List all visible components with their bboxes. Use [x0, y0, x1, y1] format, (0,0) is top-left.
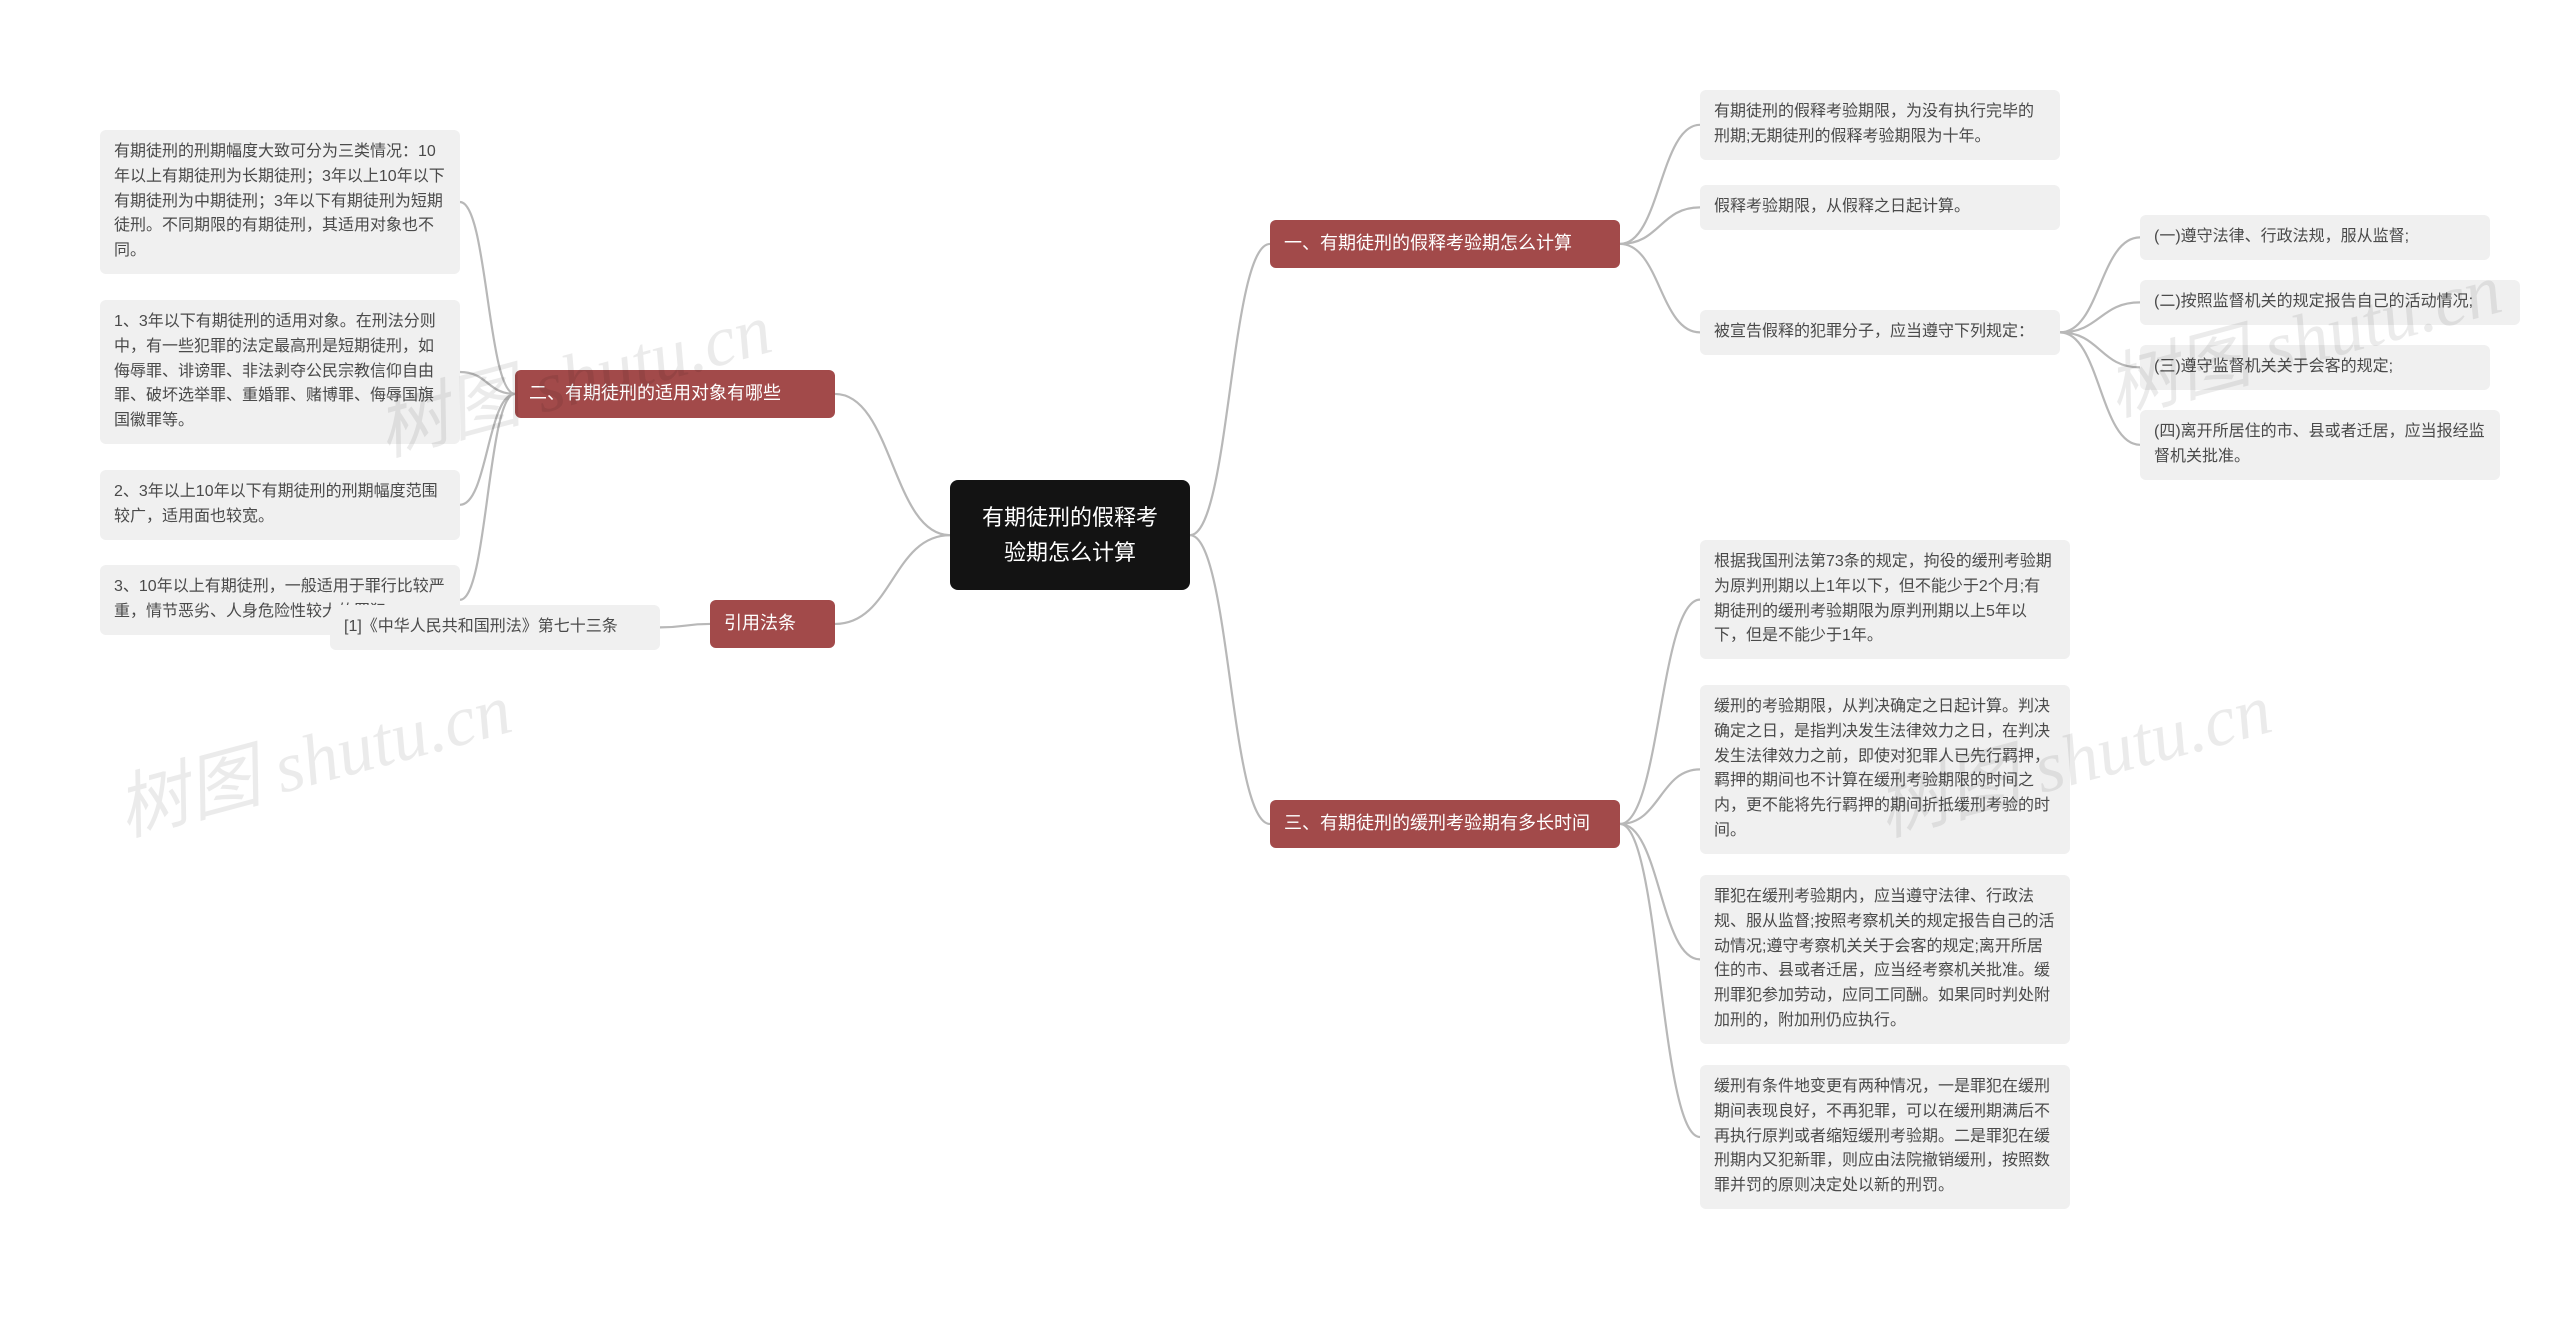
- branch-3: 三、有期徒刑的缓刑考验期有多长时间: [1270, 800, 1620, 848]
- leaf-2c: 2、3年以上10年以下有期徒刑的刑期幅度范围较广，适用面也较宽。: [100, 470, 460, 540]
- branch-2: 二、有期徒刑的适用对象有哪些: [515, 370, 835, 418]
- branch-4: 引用法条: [710, 600, 835, 648]
- leaf-1c4: (四)离开所居住的市、县或者迁居，应当报经监督机关批准。: [2140, 410, 2500, 480]
- leaf-4a: [1]《中华人民共和国刑法》第七十三条: [330, 605, 660, 650]
- leaf-1c2: (二)按照监督机关的规定报告自己的活动情况;: [2140, 280, 2520, 325]
- branch-1: 一、有期徒刑的假释考验期怎么计算: [1270, 220, 1620, 268]
- watermark: 树图 shutu.cn: [2093, 230, 2510, 436]
- watermark: 树图 shutu.cn: [103, 650, 520, 856]
- leaf-2b: 1、3年以下有期徒刑的适用对象。在刑法分则中，有一些犯罪的法定最高刑是短期徒刑，…: [100, 300, 460, 444]
- leaf-2a: 有期徒刑的刑期幅度大致可分为三类情况：10年以上有期徒刑为长期徒刑；3年以上10…: [100, 130, 460, 274]
- leaf-1c1: (一)遵守法律、行政法规，服从监督;: [2140, 215, 2490, 260]
- leaf-1c3: (三)遵守监督机关关于会客的规定;: [2140, 345, 2490, 390]
- leaf-3a: 根据我国刑法第73条的规定，拘役的缓刑考验期为原判刑期以上1年以下，但不能少于2…: [1700, 540, 2070, 659]
- leaf-3d: 缓刑有条件地变更有两种情况，一是罪犯在缓刑期间表现良好，不再犯罪，可以在缓刑期满…: [1700, 1065, 2070, 1209]
- leaf-1b: 假释考验期限，从假释之日起计算。: [1700, 185, 2060, 230]
- leaf-1a: 有期徒刑的假释考验期限，为没有执行完毕的刑期;无期徒刑的假释考验期限为十年。: [1700, 90, 2060, 160]
- leaf-3b: 缓刑的考验期限，从判决确定之日起计算。判决确定之日，是指判决发生法律效力之日，在…: [1700, 685, 2070, 854]
- root-node: 有期徒刑的假释考验期怎么计算: [950, 480, 1190, 590]
- leaf-3c: 罪犯在缓刑考验期内，应当遵守法律、行政法规、服从监督;按照考察机关的规定报告自己…: [1700, 875, 2070, 1044]
- leaf-1c: 被宣告假释的犯罪分子，应当遵守下列规定：: [1700, 310, 2060, 355]
